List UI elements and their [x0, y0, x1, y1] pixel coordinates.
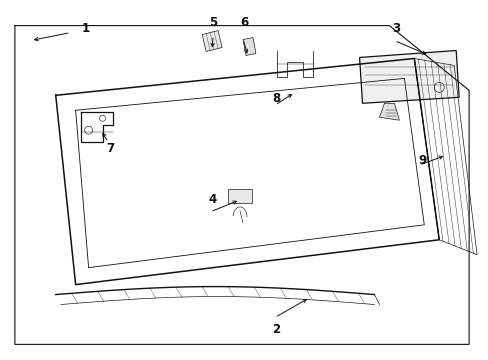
Text: 9: 9	[417, 154, 426, 167]
Text: 8: 8	[271, 92, 280, 105]
Polygon shape	[243, 37, 255, 55]
Text: 5: 5	[208, 16, 217, 29]
Polygon shape	[202, 31, 222, 51]
Polygon shape	[379, 103, 399, 120]
Text: 7: 7	[106, 141, 114, 155]
Bar	[227, 189, 251, 203]
Polygon shape	[359, 50, 458, 103]
Text: 3: 3	[391, 22, 400, 35]
Text: 1: 1	[81, 22, 89, 35]
Text: 2: 2	[271, 323, 279, 336]
Text: 6: 6	[240, 16, 247, 29]
Text: 4: 4	[207, 193, 216, 206]
